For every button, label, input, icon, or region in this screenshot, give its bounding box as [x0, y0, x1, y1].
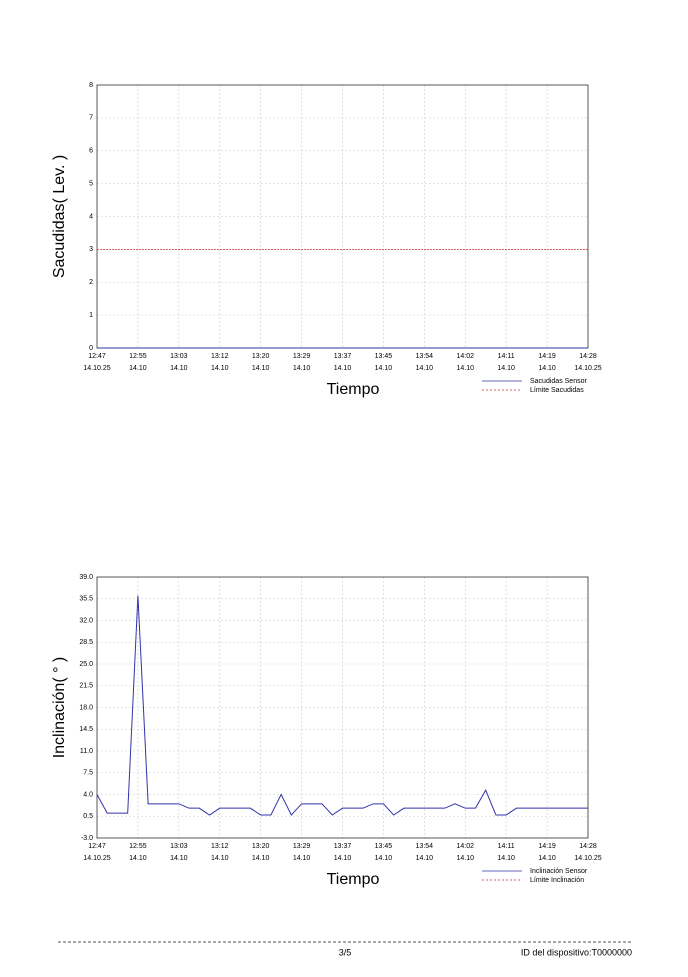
- legend-label: Límite Sacudidas: [530, 387, 584, 394]
- x-tick-label: 14.10: [538, 855, 556, 862]
- y-tick-label: 18.0: [79, 704, 93, 711]
- x-tick-label: 14.10: [538, 365, 556, 372]
- x-tick-label: 14.10: [416, 855, 434, 862]
- x-tick-label: 14.10: [375, 855, 393, 862]
- y-tick-label: 0.5: [83, 813, 93, 820]
- y-tick-label: 0: [89, 345, 93, 352]
- x-tick-label: 12:55: [129, 843, 147, 850]
- x-tick-label: 14.10: [170, 855, 188, 862]
- y-tick-label: 4: [89, 213, 93, 220]
- y-tick-label: 32.0: [79, 617, 93, 624]
- x-tick-label: 14.10: [334, 365, 352, 372]
- y-tick-label: 25.0: [79, 661, 93, 668]
- legend-label: Inclinación Sensor: [530, 868, 588, 875]
- x-axis-title: Tiempo: [327, 871, 380, 888]
- y-tick-label: 21.5: [79, 683, 93, 690]
- y-tick-label: 5: [89, 180, 93, 187]
- x-tick-label: 14:11: [498, 353, 515, 360]
- y-tick-label: -3.0: [81, 835, 93, 842]
- x-tick-label: 13:12: [211, 843, 229, 850]
- y-tick-label: 8: [89, 82, 93, 89]
- x-tick-label: 14.10: [497, 365, 515, 372]
- x-tick-label: 14.10: [416, 365, 434, 372]
- y-tick-label: 2: [89, 279, 93, 286]
- x-tick-label: 14.10: [456, 365, 474, 372]
- x-tick-label: 13:20: [252, 353, 270, 360]
- legend-label: Sacudidas Sensor: [530, 378, 587, 385]
- y-tick-label: 11.0: [80, 748, 93, 755]
- y-tick-label: 35.5: [79, 596, 93, 603]
- x-tick-label: 13:45: [375, 843, 393, 850]
- plot-frame: [96, 576, 589, 839]
- legend-label: Límite Inclinación: [530, 877, 584, 884]
- x-tick-label: 14.10: [334, 855, 352, 862]
- y-tick-label: 1: [89, 312, 93, 319]
- y-tick-label: 7: [89, 115, 93, 122]
- y-tick-label: 14.5: [79, 726, 93, 733]
- x-tick-label: 13:37: [334, 843, 352, 850]
- y-tick-label: 4.0: [83, 791, 93, 798]
- y-tick-label: 7.5: [83, 770, 93, 777]
- x-tick-label: 14.10.25: [574, 365, 601, 372]
- x-tick-label: 14.10: [211, 855, 229, 862]
- x-tick-label: 13:03: [170, 353, 188, 360]
- x-tick-label: 13:03: [170, 843, 188, 850]
- device-id: ID del dispositivo:T0000000: [521, 947, 632, 957]
- x-tick-label: 14:28: [579, 843, 597, 850]
- x-tick-label: 14.10: [375, 365, 393, 372]
- x-tick-label: 13:54: [416, 353, 434, 360]
- x-tick-label: 14:02: [456, 843, 474, 850]
- x-tick-label: 14.10: [252, 365, 270, 372]
- x-tick-label: 14.10.25: [574, 855, 601, 862]
- y-tick-label: 28.5: [79, 639, 93, 646]
- x-tick-label: 14:19: [538, 843, 556, 850]
- x-tick-label: 14:28: [579, 353, 597, 360]
- x-tick-label: 14.10.25: [83, 855, 110, 862]
- x-tick-label: 14.10: [170, 365, 188, 372]
- x-tick-label: 14.10: [293, 855, 311, 862]
- x-tick-label: 14:19: [538, 353, 556, 360]
- x-tick-label: 13:12: [211, 353, 229, 360]
- x-tick-label: 12:47: [88, 353, 106, 360]
- data-line: [96, 595, 588, 816]
- y-tick-label: 39.0: [79, 574, 93, 581]
- x-tick-label: 14:02: [456, 353, 474, 360]
- x-tick-label: 14.10: [129, 855, 147, 862]
- x-tick-label: 14:11: [498, 843, 515, 850]
- x-tick-label: 13:45: [375, 353, 393, 360]
- x-tick-label: 12:55: [129, 353, 147, 360]
- x-tick-label: 13:54: [416, 843, 434, 850]
- y-axis-title: Inclinación( ° ): [51, 657, 68, 759]
- x-tick-label: 14.10: [456, 855, 474, 862]
- x-tick-label: 13:37: [334, 353, 352, 360]
- x-tick-label: 14.10: [129, 365, 147, 372]
- x-tick-label: 14.10: [293, 365, 311, 372]
- x-axis-title: Tiempo: [327, 381, 380, 398]
- x-tick-label: 13:29: [293, 843, 311, 850]
- x-tick-label: 13:29: [293, 353, 311, 360]
- y-tick-label: 6: [89, 148, 93, 155]
- page-number: 3/5: [339, 947, 352, 957]
- x-tick-label: 14.10: [252, 855, 270, 862]
- x-tick-label: 13:20: [252, 843, 270, 850]
- y-axis-title: Sacudidas( Lev. ): [51, 155, 68, 278]
- x-tick-label: 14.10.25: [83, 365, 110, 372]
- x-tick-label: 12:47: [88, 843, 106, 850]
- y-tick-label: 3: [89, 246, 93, 253]
- x-tick-label: 14.10: [211, 365, 229, 372]
- x-tick-label: 14.10: [497, 855, 515, 862]
